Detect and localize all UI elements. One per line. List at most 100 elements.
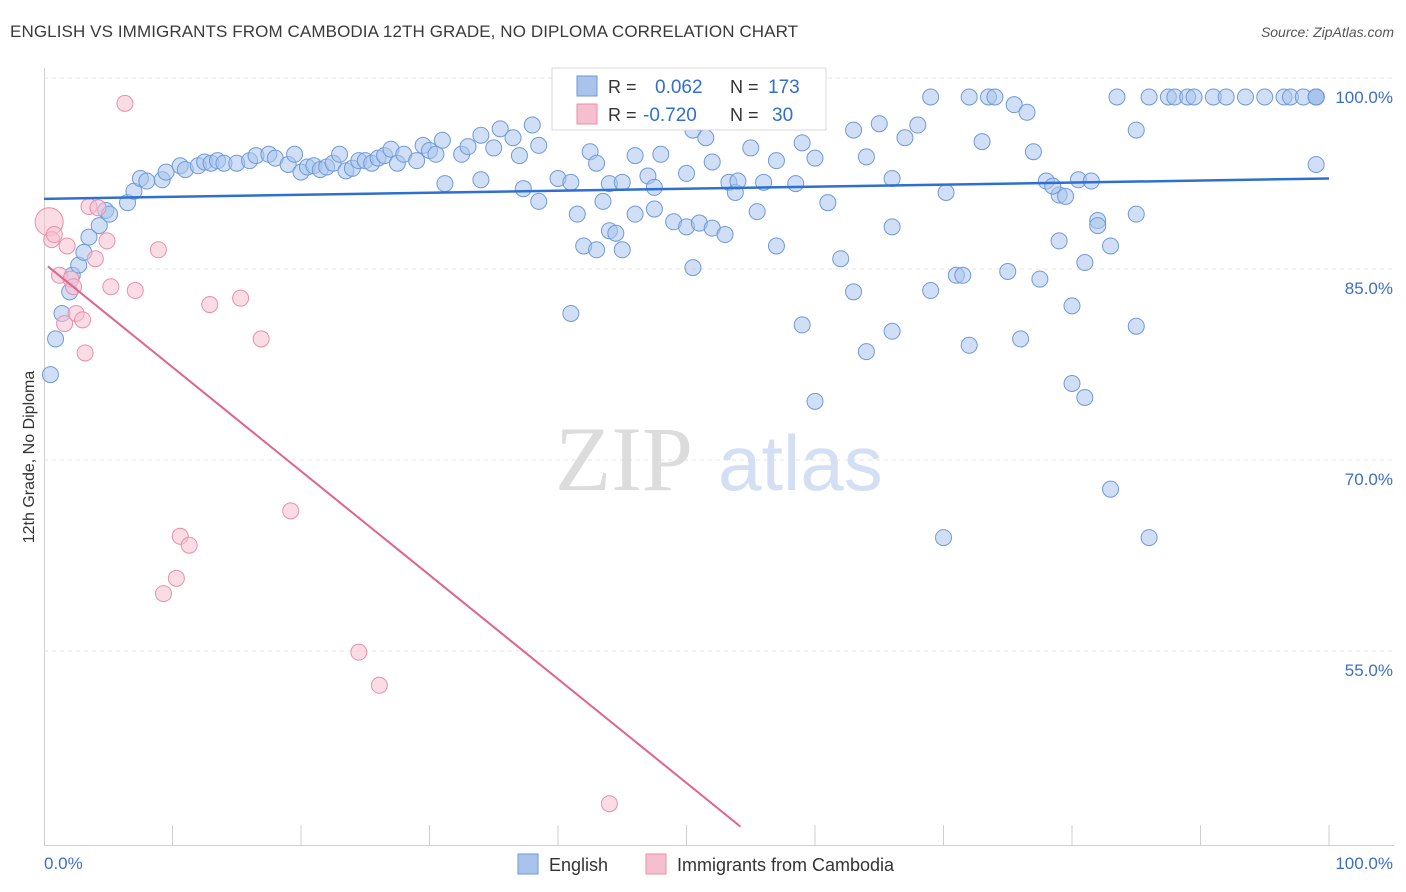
english-point xyxy=(767,237,785,255)
stats-cambodia-n-label: N = xyxy=(730,105,759,125)
english-point xyxy=(459,138,477,156)
stats-box: R = 0.062 N = 173 R = -0.720 N = 30 xyxy=(551,67,827,131)
y-tick-label: 100.0% xyxy=(1335,88,1393,107)
english-point xyxy=(716,226,734,244)
cambodia-point xyxy=(102,278,120,296)
cambodia-point xyxy=(58,237,76,255)
english-point xyxy=(883,218,901,236)
english-point xyxy=(896,129,914,147)
english-point xyxy=(845,283,863,301)
english-point xyxy=(1089,217,1107,235)
y-tick-label: 55.0% xyxy=(1345,661,1393,680)
english-point xyxy=(832,250,850,268)
english-point xyxy=(986,88,1004,106)
english-point xyxy=(504,129,522,147)
english-point xyxy=(787,175,805,193)
english-point xyxy=(748,203,766,221)
english-point xyxy=(1012,330,1030,348)
english-point xyxy=(973,133,991,151)
x-tick-label-min: 0.0% xyxy=(44,854,83,873)
cambodia-point xyxy=(89,199,107,217)
english-point xyxy=(1102,237,1120,255)
english-trend-line xyxy=(43,177,1330,201)
english-point xyxy=(80,228,98,246)
english-point xyxy=(742,139,760,157)
english-point xyxy=(954,266,972,284)
english-point xyxy=(845,121,863,139)
english-point xyxy=(433,131,451,149)
english-point xyxy=(645,200,663,218)
english-point xyxy=(645,178,663,196)
english-point xyxy=(41,366,59,384)
english-point xyxy=(1217,88,1235,106)
english-point xyxy=(1256,88,1274,106)
legend: English Immigrants from Cambodia xyxy=(517,853,895,875)
english-point xyxy=(999,262,1017,280)
stats-english-r-value: 0.062 xyxy=(655,77,703,98)
cambodia-point xyxy=(45,226,63,244)
english-point xyxy=(514,180,532,198)
watermark-zip: ZIP xyxy=(555,408,693,510)
english-point xyxy=(408,152,426,170)
english-point xyxy=(523,116,541,134)
stats-cambodia-n-value: 30 xyxy=(772,105,793,126)
english-point xyxy=(1076,254,1094,272)
english-point xyxy=(427,145,445,163)
english-point xyxy=(793,134,811,152)
english-point xyxy=(684,259,702,277)
cambodia-point xyxy=(155,585,173,603)
english-point xyxy=(562,173,580,191)
cambodia-point xyxy=(86,250,104,268)
english-point xyxy=(510,147,528,165)
english-point xyxy=(613,173,631,191)
english-point xyxy=(331,145,349,163)
english-point xyxy=(1018,103,1036,121)
stats-english-swatch xyxy=(576,75,598,97)
english-point xyxy=(485,139,503,157)
english-point xyxy=(857,148,875,166)
english-point xyxy=(857,343,875,361)
english-point xyxy=(594,192,612,210)
cambodia-point xyxy=(76,344,94,362)
english-point xyxy=(1024,143,1042,161)
english-point xyxy=(157,163,175,181)
english-point xyxy=(1185,88,1203,106)
cambodia-point xyxy=(116,94,134,112)
stats-cambodia-r-label: R = xyxy=(608,105,637,125)
english-point xyxy=(909,116,927,134)
x-axis-ticks xyxy=(172,825,1330,845)
english-point xyxy=(937,184,955,201)
stats-cambodia-swatch xyxy=(576,103,598,125)
english-point xyxy=(1140,529,1158,547)
english-point xyxy=(1076,389,1094,407)
y-tick-label: 70.0% xyxy=(1345,470,1393,489)
english-point xyxy=(806,149,824,167)
stats-english-n-label: N = xyxy=(730,77,759,97)
english-point xyxy=(1005,96,1023,114)
english-point xyxy=(1127,205,1145,223)
cambodia-point xyxy=(600,795,618,813)
legend-english-swatch xyxy=(517,853,539,875)
english-point xyxy=(652,145,670,163)
english-point xyxy=(767,152,785,170)
cambodia-point xyxy=(282,502,300,520)
english-point xyxy=(90,217,108,235)
english-point xyxy=(1236,88,1254,106)
english-point xyxy=(436,175,454,193)
cambodia-point xyxy=(74,311,92,329)
english-point xyxy=(1108,88,1126,106)
english-point xyxy=(960,336,978,354)
y-tick-labels: 55.0% 70.0% 85.0% 100.0% xyxy=(1335,88,1393,680)
cambodia-point xyxy=(167,569,185,587)
x-tick-label-max: 100.0% xyxy=(1335,854,1393,873)
english-point xyxy=(697,129,715,147)
stats-cambodia-r-value: -0.720 xyxy=(643,105,697,126)
cambodia-point xyxy=(98,232,116,250)
english-point xyxy=(793,316,811,334)
english-point xyxy=(870,115,888,133)
english-point xyxy=(1031,270,1049,288)
cambodia-point xyxy=(201,296,219,314)
english-point xyxy=(588,154,606,172)
english-point xyxy=(530,192,548,210)
